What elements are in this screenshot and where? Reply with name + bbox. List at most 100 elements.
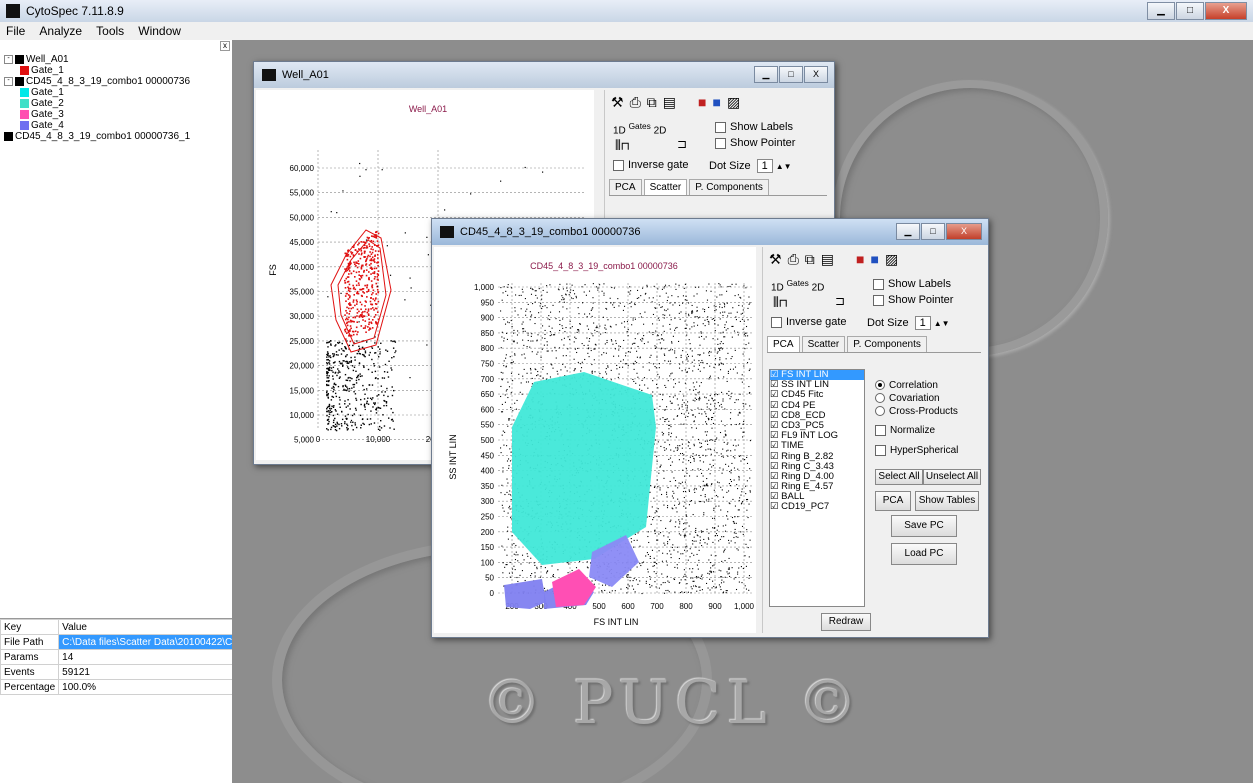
close-button[interactable]: X [804,66,828,83]
radio-correlation[interactable]: Correlation [875,379,958,392]
close-button[interactable]: X [1205,2,1247,20]
minimize-button[interactable]: ▁ [1147,2,1175,20]
list-item[interactable]: ☑ CD45 Fitc [770,390,864,400]
gate-2-region[interactable] [512,372,656,565]
select-all-button[interactable]: Select All [875,469,923,485]
checkbox-icon[interactable]: ☑ [770,419,782,431]
checkbox-icon[interactable]: ☑ [770,450,782,462]
list-item[interactable]: ☑ FL9 INT LOG [770,431,864,441]
grid-value[interactable]: 14 [58,649,237,665]
list-item[interactable]: ☑ FS INT LIN [770,369,864,381]
list-item[interactable]: ☑ Ring E_4.57 [770,482,864,492]
menu-window[interactable]: Window [138,24,181,38]
list-item[interactable]: ☑ Ring D_4.00 [770,470,864,482]
tree-node[interactable]: - Well_A01 [4,54,190,65]
collapse-icon[interactable]: - [4,55,13,64]
load-pc-button[interactable]: Load PC [891,543,957,565]
tools-icon[interactable]: ⚒ [769,251,782,267]
list-item[interactable]: ☑ CD3_PC5 [770,419,864,431]
gate-outline[interactable] [337,239,387,345]
checkbox-icon[interactable]: ☑ [770,440,781,452]
tab-scatter[interactable]: Scatter [643,179,688,195]
gate-1d-button[interactable]: ⫴⊓ [773,294,788,310]
dot-size-spinner[interactable]: ▲▼ [775,162,792,171]
grid-value[interactable]: 59121 [58,664,237,680]
dot-size-input[interactable]: 1 [914,316,931,330]
tools-icon[interactable]: ⚒ [611,94,624,110]
inverse-gate-checkbox[interactable]: Inverse gate [771,316,847,328]
list-item[interactable]: ☑ CD8_ECD [770,409,864,421]
checkbox-icon[interactable]: ☑ [770,501,782,513]
show-labels-checkbox[interactable]: Show Labels [715,121,793,133]
list-item[interactable]: ☑ CD19_PC7 [770,502,864,512]
tree-node[interactable]: Gate_1 [4,87,190,98]
parameter-list[interactable]: ☑ FS INT LIN ☑ SS INT LIN ☑ CD45 Fitc ☑ CD4… [769,369,865,607]
palette-icon[interactable]: ■ [712,94,721,110]
table-row[interactable]: Percentage 100.0% [0,679,237,695]
gate-2d-button[interactable]: ⊐ [677,137,688,151]
dot-size-input[interactable]: 1 [756,159,773,173]
window-titlebar[interactable]: Well_A01 ▁ □ X [254,62,834,88]
redraw-button[interactable]: Redraw [821,613,871,631]
color-icon[interactable]: ■ [698,94,707,110]
show-pointer-checkbox[interactable]: Show Pointer [715,137,795,149]
checkbox-icon[interactable]: ☑ [770,481,782,493]
export-icon[interactable]: ▨ [726,94,741,110]
table-row[interactable]: File Path C:\Data files\Scatter Data\201… [0,634,237,650]
copy-icon[interactable]: ⧉ [804,251,815,267]
checkbox-icon[interactable]: ☑ [770,369,782,380]
list-item[interactable]: ☑ BALL [770,492,864,502]
maximize-button[interactable]: □ [1176,2,1204,20]
close-button[interactable]: X [946,223,982,240]
normalize-checkbox[interactable]: Normalize [875,425,935,436]
show-labels-checkbox[interactable]: Show Labels [873,278,951,290]
gate-outline[interactable] [330,229,392,353]
minimize-button[interactable]: ▁ [896,223,920,240]
list-item[interactable]: ☑ CD4 PE [770,399,864,411]
save-icon[interactable]: ▤ [820,251,834,267]
tab-pca[interactable]: PCA [767,336,800,352]
save-pc-button[interactable]: Save PC [891,515,957,537]
maximize-button[interactable]: □ [779,66,803,83]
table-row[interactable]: Params 14 [0,649,237,665]
checkbox-icon[interactable]: ☑ [770,399,782,411]
show-pointer-checkbox[interactable]: Show Pointer [873,294,953,306]
scatter-plot[interactable]: CD45_4_8_3_19_combo1 00000736 SS INT LIN… [434,247,756,633]
checkbox-icon[interactable]: ☑ [770,389,782,401]
checkbox-icon[interactable]: ☑ [770,430,782,442]
panel-close-icon[interactable]: x [220,41,230,51]
menu-analyze[interactable]: Analyze [39,24,83,38]
scatter-plot-svg[interactable]: Well_A01 FS 60,00055,00050,00045,00040,0… [256,90,594,460]
tab-p-components[interactable]: P. Components [847,336,927,352]
tree-node[interactable]: - CD45_4_8_3_19_combo1 00000736 [4,76,190,87]
show-tables-button[interactable]: Show Tables [915,491,979,511]
print-icon[interactable]: ⎙ [787,251,799,267]
radio-covariation[interactable]: Covariation [875,392,958,405]
list-item[interactable]: ☑ TIME [770,441,864,451]
tab-pca[interactable]: PCA [609,179,642,195]
minimize-button[interactable]: ▁ [754,66,778,83]
grid-value[interactable]: 100.0% [58,679,237,695]
list-item[interactable]: ☑ Ring B_2.82 [770,450,864,462]
gate-1d-button[interactable]: ⫴⊓ [615,137,630,153]
color-icon[interactable]: ■ [856,251,865,267]
maximize-button[interactable]: □ [921,223,945,240]
hyperspherical-checkbox[interactable]: HyperSpherical [875,445,958,456]
tree-node[interactable]: CD45_4_8_3_19_combo1 00000736_1 [4,131,190,142]
radio-cross-products[interactable]: Cross-Products [875,405,958,418]
gate-3-region[interactable] [552,569,596,607]
inverse-gate-checkbox[interactable]: Inverse gate [613,159,689,171]
checkbox-icon[interactable]: ☑ [770,460,782,472]
gate-2d-button[interactable]: ⊐ [835,294,846,308]
collapse-icon[interactable]: - [4,77,13,86]
palette-icon[interactable]: ■ [870,251,879,267]
dot-size-spinner[interactable]: ▲▼ [933,319,950,328]
checkbox-icon[interactable]: ☑ [770,491,782,503]
pca-button[interactable]: PCA [875,491,911,511]
copy-icon[interactable]: ⧉ [646,94,657,110]
tab-p-components[interactable]: P. Components [689,179,769,195]
checkbox-icon[interactable]: ☑ [770,470,782,482]
checkbox-icon[interactable]: ☑ [770,409,782,421]
gate-4-region[interactable] [589,535,639,587]
scatter-plot-svg[interactable]: CD45_4_8_3_19_combo1 00000736 SS INT LIN… [434,247,756,633]
